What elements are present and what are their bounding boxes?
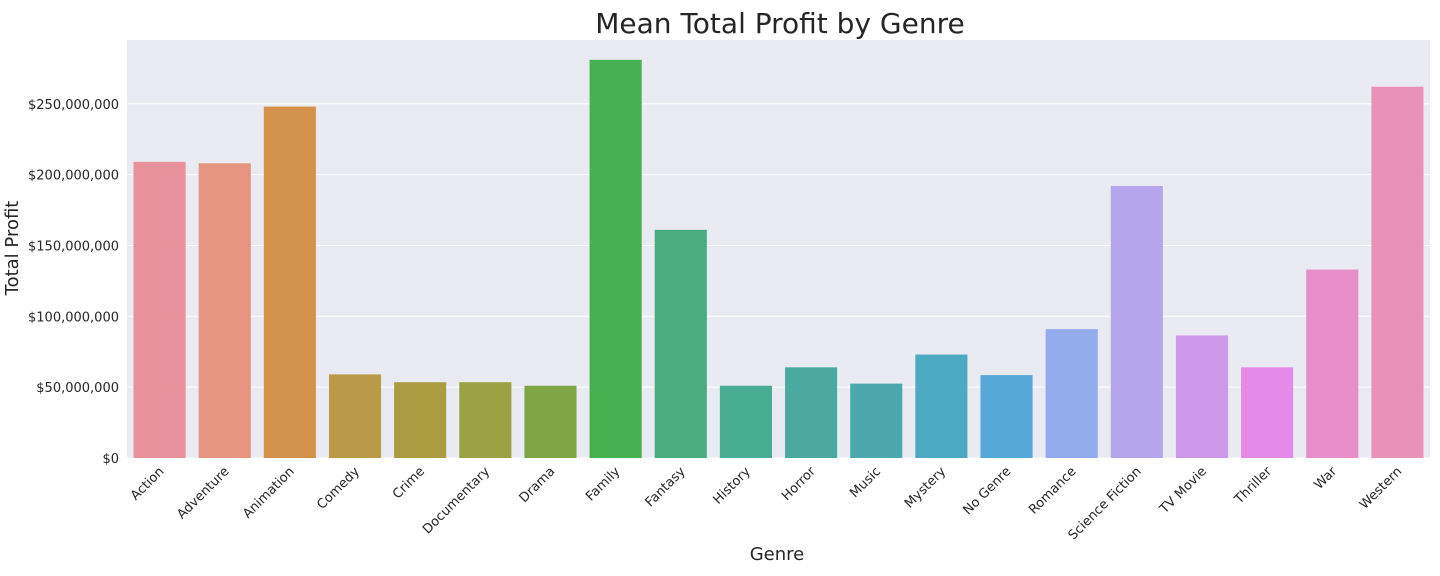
bar-animation bbox=[263, 106, 316, 458]
y-tick-label: $200,000,000 bbox=[28, 169, 119, 184]
x-tick-label: Family bbox=[583, 464, 623, 504]
x-tick-label: Music bbox=[847, 464, 884, 501]
bar-thriller bbox=[1241, 367, 1294, 458]
x-tick-label: Horror bbox=[779, 464, 819, 504]
bar-adventure bbox=[198, 163, 251, 458]
bar-tv-movie bbox=[1175, 335, 1229, 458]
x-tick-label: Crime bbox=[390, 464, 428, 502]
bar-drama bbox=[524, 385, 577, 458]
bar-family bbox=[589, 59, 642, 459]
bar-crime bbox=[394, 382, 447, 458]
bar-no-genre bbox=[980, 375, 1033, 458]
x-tick-label: War bbox=[1312, 464, 1341, 493]
bar-science-fiction bbox=[1110, 185, 1163, 458]
bar-horror bbox=[785, 367, 838, 458]
x-tick-label: Mystery bbox=[902, 464, 949, 511]
y-tick-label: $250,000,000 bbox=[28, 98, 119, 113]
x-tick-label: Fantasy bbox=[643, 464, 689, 510]
bar-action bbox=[133, 161, 186, 459]
chart-title: Mean Total Profit by Genre bbox=[595, 7, 964, 40]
x-tick-label: Drama bbox=[517, 464, 559, 506]
x-tick-label: Western bbox=[1357, 464, 1405, 512]
bar-romance bbox=[1045, 329, 1098, 458]
x-tick-label: Animation bbox=[240, 464, 297, 521]
x-tick-label: TV Movie bbox=[1156, 464, 1209, 517]
bar-history bbox=[719, 385, 772, 458]
x-tick-label: Romance bbox=[1026, 464, 1079, 517]
bars bbox=[133, 59, 1424, 459]
bar-western bbox=[1371, 86, 1424, 458]
y-tick-label: $100,000,000 bbox=[28, 310, 119, 325]
y-tick-label: $150,000,000 bbox=[28, 239, 119, 254]
bar-documentary bbox=[459, 382, 512, 458]
x-tick-label: Documentary bbox=[420, 464, 493, 537]
y-axis-ticks: $0 $50,000,000 $100,000,000 $150,000,000 $20… bbox=[28, 98, 119, 467]
x-axis-label: Genre bbox=[750, 544, 805, 565]
x-tick-label: Thriller bbox=[1231, 464, 1275, 508]
x-tick-label: Adventure bbox=[174, 464, 232, 522]
x-axis-ticks: Action Adventure Animation Comedy CrimeDocum… bbox=[128, 464, 1405, 543]
y-axis-label: Total Profit bbox=[2, 201, 23, 297]
x-tick-label: History bbox=[710, 464, 754, 508]
plot-area bbox=[127, 40, 1430, 458]
bar-mystery bbox=[915, 354, 968, 458]
x-tick-label: No Genre bbox=[960, 464, 1014, 518]
bar-comedy bbox=[328, 374, 382, 458]
bar-fantasy bbox=[654, 229, 707, 458]
bar-music bbox=[850, 383, 903, 458]
bar-war bbox=[1306, 269, 1359, 458]
x-tick-label: Comedy bbox=[314, 464, 363, 513]
y-tick-label: $50,000,000 bbox=[36, 381, 119, 396]
x-tick-label: Action bbox=[128, 464, 167, 503]
y-tick-label: $0 bbox=[102, 452, 119, 467]
